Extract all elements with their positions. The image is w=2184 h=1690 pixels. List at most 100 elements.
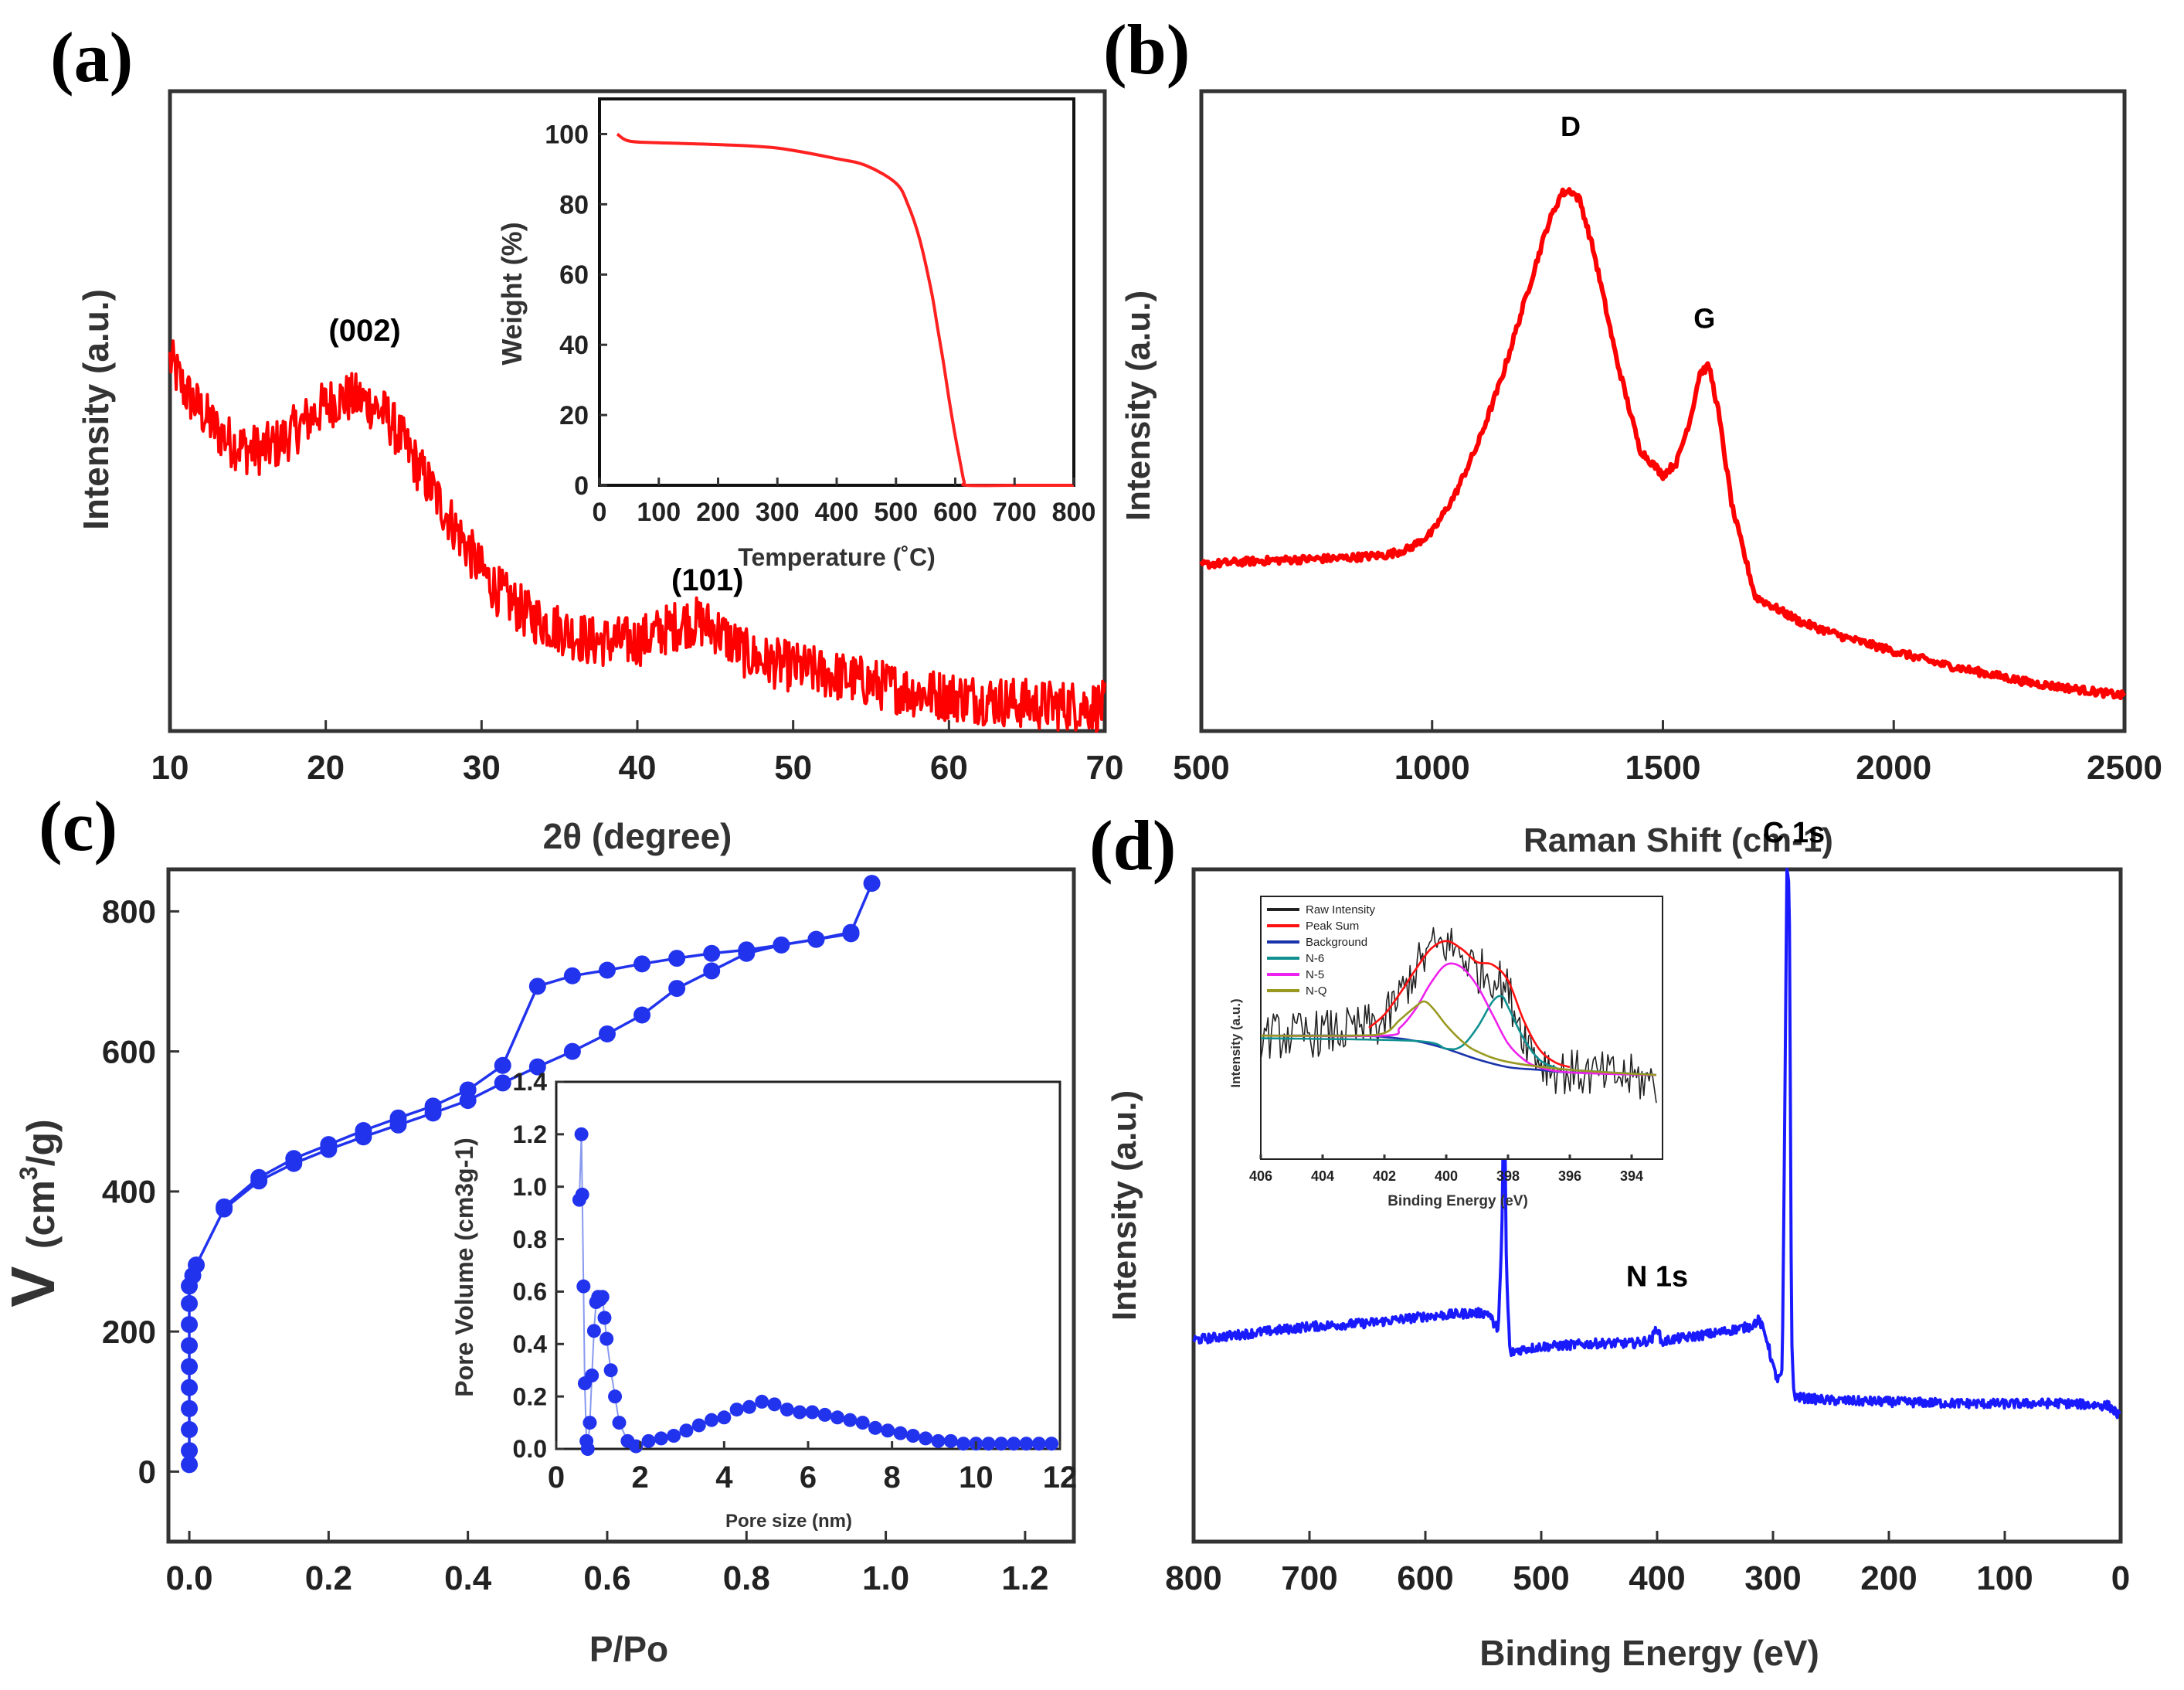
panel-c-inset-point bbox=[943, 1433, 958, 1448]
panel-a-inset-xtick-label: 300 bbox=[756, 498, 800, 527]
panel-a-inset-xtick-label: 700 bbox=[993, 498, 1037, 527]
panel-c-desorption-point bbox=[355, 1122, 372, 1140]
panel-c-inset-point bbox=[881, 1423, 895, 1438]
panel-a-inset-xtick-label: 100 bbox=[637, 498, 681, 527]
panel-c-desorption-point bbox=[389, 1109, 407, 1127]
panel-c-inset-xtick-label: 6 bbox=[800, 1460, 817, 1494]
panel-c-inset-point bbox=[641, 1433, 656, 1448]
panel-c-inset-point bbox=[805, 1405, 820, 1420]
panel-c-adsorption-point bbox=[181, 1294, 199, 1312]
panel-c-inset-xtick-label: 10 bbox=[959, 1460, 993, 1494]
panel-c-inset-point bbox=[830, 1410, 845, 1425]
panel-a-peak-label: (002) bbox=[328, 314, 400, 348]
panel-d-inset-legend-label: N-5 bbox=[1306, 968, 1324, 981]
panel-c-ytick-label: 600 bbox=[102, 1033, 156, 1069]
panel-c-inset-ytick-label: 0.4 bbox=[513, 1330, 548, 1358]
panel-c-desorption-point bbox=[773, 936, 790, 954]
panel-a-xtick-label: 10 bbox=[151, 749, 189, 787]
panel-c-adsorption-point bbox=[181, 1399, 199, 1417]
panel-d-inset-legend-label: N-Q bbox=[1306, 984, 1327, 998]
panel-d-inset-xtick-label: 394 bbox=[1620, 1168, 1643, 1184]
panel-c-desorption-point bbox=[285, 1150, 303, 1168]
panel-c-inset-point bbox=[905, 1429, 920, 1443]
panel-d-inset-xtick-label: 404 bbox=[1311, 1168, 1334, 1184]
panel-d-inset-xtick-label: 406 bbox=[1249, 1168, 1272, 1184]
panel-c-desorption-point bbox=[424, 1097, 442, 1115]
panel-c-desorption-point bbox=[563, 967, 581, 984]
panel-c-xtick-label: 0.8 bbox=[723, 1559, 770, 1597]
panel-a-inset-ytick-label: 60 bbox=[559, 260, 589, 290]
panel-c-inset-point bbox=[1007, 1437, 1021, 1451]
panel-a-xtick-label: 40 bbox=[619, 749, 657, 787]
panel-c-ylabel: V (cm3/g) bbox=[0, 1119, 67, 1307]
panel-b-raman-line bbox=[1199, 187, 2127, 701]
panel-c-inset-point bbox=[580, 1442, 595, 1456]
panel-c-inset-point bbox=[742, 1399, 756, 1414]
panel-c-inset-ytick-label: 0.2 bbox=[513, 1382, 547, 1410]
panel-d-inset-xtick-label: 400 bbox=[1435, 1168, 1458, 1184]
panel-a-xrd-chart: 10 20 30 40 50 60 70 2θ (degree) Intensity (a.u.… bbox=[76, 89, 1123, 856]
panel-d-inset-legend-label: Peak Sum bbox=[1306, 920, 1359, 933]
panel-c-inset-point bbox=[729, 1403, 744, 1417]
panel-c-xtick-label: 0.6 bbox=[583, 1559, 630, 1597]
panel-c-ytick-label: 200 bbox=[102, 1314, 156, 1350]
panel-c-adsorption-point bbox=[181, 1456, 199, 1474]
panel-d-peak-label: C 1s bbox=[1763, 817, 1825, 849]
panel-c-inset-point bbox=[931, 1433, 946, 1448]
panel-d-xtick-label: 100 bbox=[1976, 1559, 2033, 1597]
panel-c-adsorption-point bbox=[528, 1058, 546, 1076]
panel-c-inset-ytick-label: 0.6 bbox=[513, 1278, 547, 1306]
panel-c-inset-point bbox=[597, 1311, 612, 1325]
panel-d-inset-legend-label: N-6 bbox=[1306, 952, 1324, 965]
panel-c-inset-ytick-label: 0.8 bbox=[513, 1226, 547, 1253]
panel-c-inset-point bbox=[599, 1331, 614, 1346]
panel-a-xtick-label: 30 bbox=[463, 749, 501, 787]
panel-a-inset-ylabel: Weight (%) bbox=[496, 222, 528, 365]
panel-label-b: (b) bbox=[1103, 10, 1190, 89]
panel-a-inset-ytick-label: 40 bbox=[559, 331, 589, 360]
panel-c-inset-point bbox=[705, 1413, 719, 1427]
panel-c-inset-point bbox=[993, 1437, 1008, 1451]
panel-c-xtick-label: 1.0 bbox=[862, 1559, 909, 1597]
panel-d-xtick-label: 200 bbox=[1860, 1559, 1917, 1597]
panel-label-c: (c) bbox=[39, 787, 117, 865]
panel-c-isotherm-chart: 0.0 0.2 0.4 0.6 0.8 1.0 1.2 0 200 400 600 800 P/Po V … bbox=[0, 867, 1076, 1669]
panel-c-adsorption-point bbox=[494, 1074, 511, 1092]
panel-c-inset-point bbox=[981, 1437, 996, 1451]
panel-c-adsorption-point bbox=[703, 962, 721, 980]
panel-c-inset-point bbox=[574, 1127, 589, 1141]
panel-a-xlabel: 2θ (degree) bbox=[543, 816, 732, 856]
panel-c-inset-point bbox=[793, 1405, 807, 1420]
panel-c-inset-point bbox=[843, 1413, 858, 1427]
panel-c-frame bbox=[166, 867, 1076, 1544]
panel-d-xps-line bbox=[1192, 867, 2121, 1420]
panel-b-xlabel: Raman Shift (cm-1) bbox=[1523, 821, 1833, 859]
panel-a-inset-xlabel: Temperature (˚C) bbox=[738, 543, 935, 571]
panel-c-adsorption-point bbox=[181, 1442, 199, 1460]
panel-a-xtick-label: 20 bbox=[307, 749, 345, 787]
panel-c-inset-xtick-label: 4 bbox=[715, 1460, 733, 1494]
panel-c-inset-point bbox=[1019, 1437, 1034, 1451]
panel-a-inset-ytick-label: 20 bbox=[559, 401, 589, 430]
panel-a-xtick-label: 60 bbox=[930, 749, 968, 787]
panel-c-inset-point bbox=[780, 1403, 794, 1417]
panel-label-a: (a) bbox=[50, 18, 133, 97]
panel-c-adsorption-point bbox=[181, 1421, 199, 1438]
panel-c-inset-point bbox=[612, 1416, 627, 1430]
panel-c-ytick-label: 400 bbox=[102, 1174, 156, 1210]
panel-b-xtick-label: 2000 bbox=[1856, 749, 1931, 787]
panel-c-inset-point bbox=[919, 1431, 933, 1446]
panel-b-xtick-label: 500 bbox=[1173, 749, 1229, 787]
panel-d-xtick-label: 600 bbox=[1397, 1559, 1453, 1597]
panel-b-ylabel: Intensity (a.u.) bbox=[1119, 291, 1157, 521]
panel-c-inset-point bbox=[868, 1420, 882, 1435]
panel-c-xtick-label: 0.4 bbox=[444, 1559, 492, 1597]
panel-c-adsorption-point bbox=[598, 1025, 616, 1042]
panel-a-tga-line bbox=[616, 132, 1074, 488]
panel-c-pore-inset: 0 2 4 6 8 10 12 0.0 0.2 0.4 0.6 0.8 1.0 1.2 1.4 Pore si… bbox=[450, 1068, 1077, 1532]
panel-d-xtick-label: 300 bbox=[1744, 1559, 1801, 1597]
panel-a-inset-xtick-label: 200 bbox=[696, 498, 740, 527]
panel-b-xtick-label: 2500 bbox=[2087, 749, 2162, 787]
panel-c-inset-xtick-label: 0 bbox=[548, 1460, 565, 1494]
panel-a-inset-xtick-label: 800 bbox=[1052, 498, 1096, 527]
